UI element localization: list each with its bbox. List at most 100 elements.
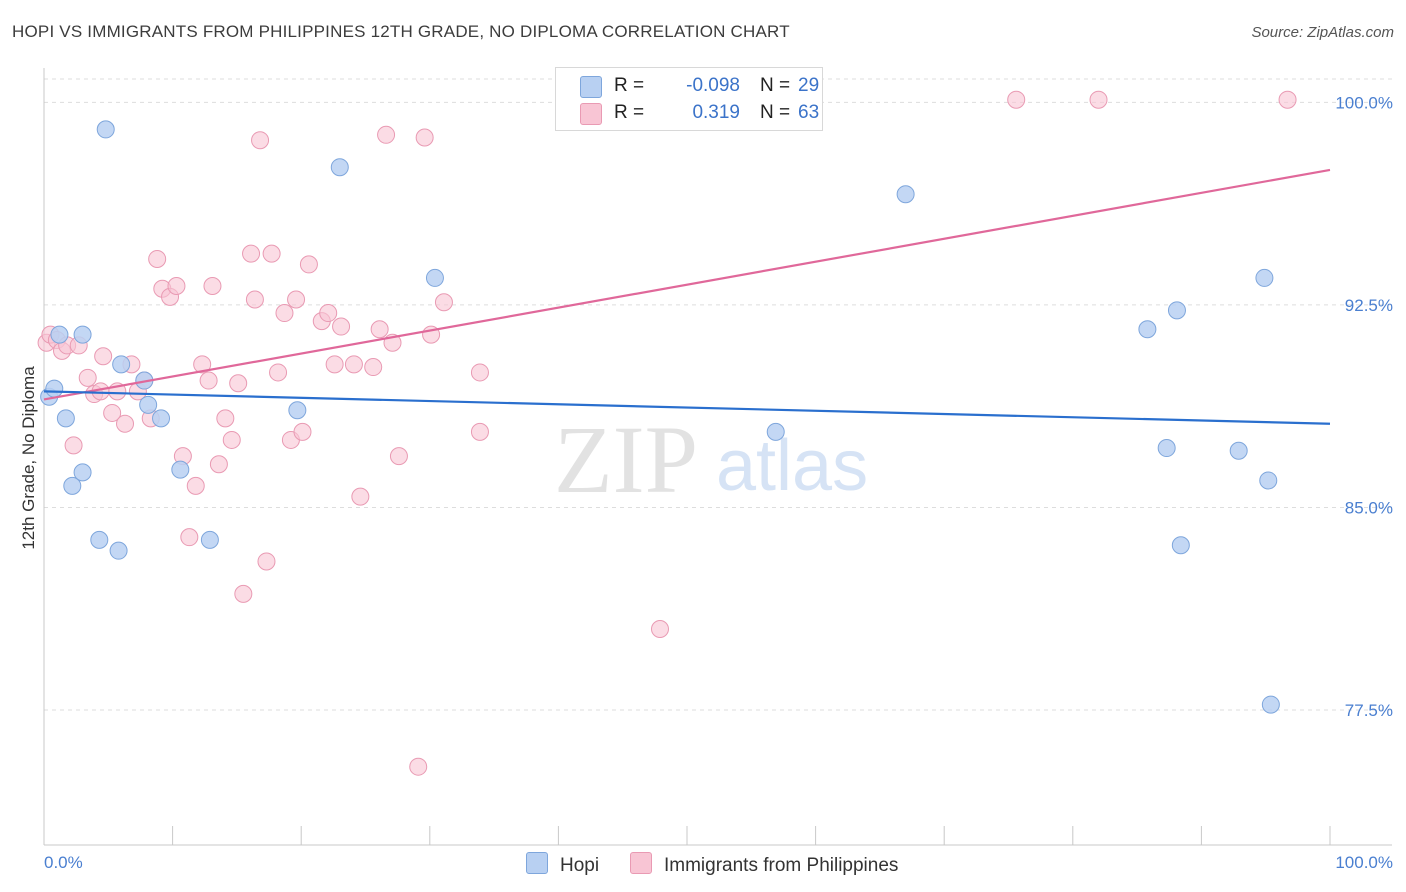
legend-label: Immigrants from Philippines: [664, 855, 899, 876]
philippines-point: [1278, 90, 1297, 109]
legend-item-hopi: Hopi: [526, 852, 599, 877]
philippines-point: [167, 277, 186, 296]
x-tick-labels: 0.0% 100.0%: [44, 853, 1393, 872]
hopi-point: [288, 401, 307, 420]
philippines-point: [389, 447, 408, 466]
series-hopi-points: [40, 120, 1280, 714]
n-label: N =: [760, 75, 791, 96]
y-tick-label: 100.0%: [1335, 93, 1393, 112]
philippines-swatch: [630, 852, 652, 874]
hopi-point: [56, 409, 75, 428]
philippines-point: [293, 422, 312, 441]
philippines-point: [262, 244, 281, 263]
hopi-swatch: [580, 76, 602, 98]
philippines-swatch: [580, 103, 602, 125]
y-tick-label: 85.0%: [1345, 498, 1393, 517]
n-value: 63: [798, 102, 820, 123]
philippines-point: [103, 403, 122, 422]
y-axis-label: 12th Grade, No Diploma: [19, 366, 38, 550]
philippines-point: [199, 371, 218, 390]
philippines-point: [275, 304, 294, 323]
hopi-point: [109, 541, 128, 560]
hopi-point: [1167, 301, 1186, 320]
philippines-point: [377, 125, 396, 144]
hopi-point: [1261, 695, 1280, 714]
philippines-point: [245, 290, 264, 309]
hopi-point: [50, 325, 69, 344]
hopi-point: [766, 422, 785, 441]
hopi-point: [330, 158, 349, 177]
philippines-point: [251, 131, 270, 150]
watermark-atlas: atlas: [716, 426, 868, 506]
philippines-point: [209, 455, 228, 474]
r-value: 0.319: [692, 102, 740, 123]
trend-lines: [43, 168, 1331, 425]
philippines-point: [470, 422, 489, 441]
legend-item-philippines: Immigrants from Philippines: [630, 852, 898, 877]
watermark-zip: ZIP: [554, 406, 698, 513]
philippines-point: [650, 619, 669, 638]
hopi-point: [63, 476, 82, 495]
philippines-point: [242, 244, 261, 263]
philippines-point: [216, 409, 235, 428]
hopi-point: [1255, 268, 1274, 287]
hopi-point: [1157, 439, 1176, 458]
x-tick-label: 100.0%: [1335, 853, 1393, 872]
philippines-point: [180, 528, 199, 547]
philippines-point: [186, 476, 205, 495]
philippines-point: [351, 487, 370, 506]
r-label: R =: [614, 75, 645, 96]
philippines-point: [269, 363, 288, 382]
hopi-point: [73, 325, 92, 344]
watermark: ZIP atlas: [554, 406, 868, 513]
philippines-point: [203, 277, 222, 296]
philippines-point: [415, 128, 434, 147]
hopi-point: [200, 530, 219, 549]
hopi-point: [112, 355, 131, 374]
hopi-point: [1138, 320, 1157, 339]
hopi-swatch: [526, 852, 548, 874]
stats-legend: R = -0.098 N = 29 R = 0.319 N = 63: [555, 67, 823, 131]
r-label: R =: [614, 102, 645, 123]
philippines-point: [1089, 90, 1108, 109]
philippines-point: [364, 358, 383, 377]
philippines-point: [434, 293, 453, 312]
philippines-point: [64, 436, 83, 455]
philippines-point: [344, 355, 363, 374]
philippines-point: [257, 552, 276, 571]
hopi-point: [152, 409, 171, 428]
legend-label: Hopi: [560, 855, 600, 876]
philippines-point: [94, 347, 113, 366]
philippines-point: [332, 317, 351, 336]
hopi-point: [90, 530, 109, 549]
philippines-point: [409, 757, 428, 776]
hopi-point: [171, 460, 190, 479]
x-tick-label: 0.0%: [44, 853, 83, 872]
hopi-point: [425, 268, 444, 287]
philippines-trend-line: [43, 168, 1331, 401]
hopi-point: [1259, 471, 1278, 490]
philippines-point: [148, 250, 167, 269]
series-legend: Hopi Immigrants from Philippines: [0, 852, 1406, 878]
philippines-point: [78, 368, 97, 387]
y-tick-label: 92.5%: [1345, 296, 1393, 315]
philippines-point: [1007, 90, 1026, 109]
hopi-point: [73, 463, 92, 482]
philippines-point: [193, 355, 212, 374]
hopi-point: [1229, 441, 1248, 460]
philippines-point: [116, 414, 135, 433]
philippines-point: [319, 304, 338, 323]
philippines-point: [370, 320, 389, 339]
source-label: Source: ZipAtlas.com: [1251, 24, 1394, 41]
gridlines: [44, 78, 1392, 711]
y-tick-labels: 77.5% 85.0% 92.5% 100.0%: [1335, 93, 1393, 720]
hopi-point: [139, 395, 158, 414]
axes: [43, 68, 1392, 846]
series-philippines-points: [37, 90, 1297, 776]
philippines-point: [229, 374, 248, 393]
philippines-point: [470, 363, 489, 382]
philippines-point: [299, 255, 318, 274]
y-tick-label: 77.5%: [1345, 701, 1393, 720]
philippines-point: [325, 355, 344, 374]
philippines-point: [222, 430, 241, 449]
